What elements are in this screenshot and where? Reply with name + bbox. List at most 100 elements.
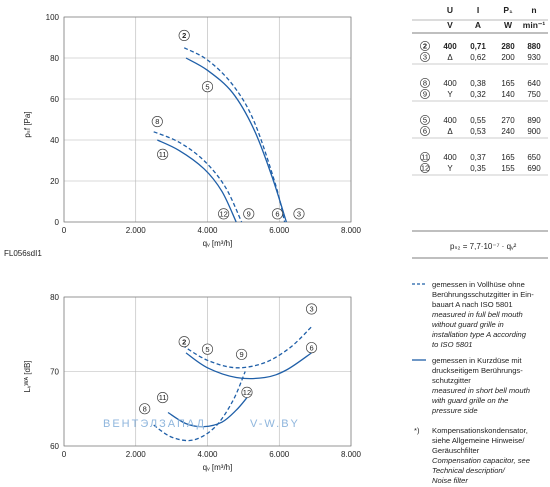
x-tick-label: 4.000 <box>197 450 218 459</box>
y-axis-label: Lᵥᵂᴬ [dB] <box>23 360 32 392</box>
svg-text:Δ: Δ <box>447 127 453 136</box>
svg-text:druckseitigem Berührungs-: druckseitigem Berührungs- <box>432 366 523 375</box>
table-header: n <box>531 5 536 15</box>
curve-marker-2: 2 <box>178 29 190 41</box>
legend-note: *) Kompensationskondensator,siehe Allgeme… <box>414 426 530 485</box>
table-unit: min⁻¹ <box>523 20 546 30</box>
svg-text:to ISO 5801: to ISO 5801 <box>432 340 473 349</box>
svg-text:installation type A according: installation type A according <box>432 330 527 339</box>
svg-text:930: 930 <box>527 53 541 62</box>
table-unit: W <box>504 20 513 30</box>
curve-marker-9: 9 <box>236 348 248 360</box>
svg-text:690: 690 <box>527 164 541 173</box>
svg-text:0,32: 0,32 <box>470 90 486 99</box>
sound-chart: 0 2.000 4.000 6.000 8.000 60 70 80 qᵥ [m³/h] Lᵥᵂᴬ… <box>23 293 362 472</box>
y-tick-label: 70 <box>50 368 59 377</box>
svg-text:640: 640 <box>527 79 541 88</box>
svg-text:240: 240 <box>501 127 515 136</box>
svg-text:11: 11 <box>421 152 429 161</box>
svg-text:siehe Allgemeine Hinweise/: siehe Allgemeine Hinweise/ <box>432 436 525 445</box>
svg-text:12: 12 <box>421 163 429 172</box>
svg-text:6: 6 <box>275 209 279 218</box>
svg-text:650: 650 <box>527 153 541 162</box>
series-line-8 <box>153 131 243 223</box>
svg-text:11: 11 <box>159 150 167 159</box>
svg-text:9: 9 <box>239 350 243 359</box>
curve-marker-6: 6 <box>271 208 284 220</box>
curve-marker-3: 3 <box>293 208 305 220</box>
svg-text:400: 400 <box>443 79 457 88</box>
x-tick-label: 2.000 <box>126 226 147 235</box>
table-row: 2 400 0,71 280 880 <box>420 41 541 51</box>
table-row: 9 Y 0,32 140 750 <box>420 89 541 99</box>
svg-text:270: 270 <box>501 116 515 125</box>
svg-text:pressure side: pressure side <box>431 406 478 415</box>
pressure-chart: 0 2.000 4.000 6.000 8.000 0 20 40 60 80 100 qᵥ [m³/… <box>23 13 362 248</box>
curve-marker-3: 3 <box>305 303 318 315</box>
x-tick-label: 8.000 <box>341 450 362 459</box>
svg-text:schutzgitter: schutzgitter <box>432 376 471 385</box>
legend: gemessen in Vollhüse ohneBerührungsschut… <box>412 280 534 485</box>
x-tick-label: 6.000 <box>269 450 290 459</box>
svg-text:0,62: 0,62 <box>470 53 486 62</box>
x-tick-label: 2.000 <box>126 450 147 459</box>
svg-text:Berührungsschutzgitter in Ein-: Berührungsschutzgitter in Ein- <box>432 290 534 299</box>
curve-marker-6: 6 <box>305 342 318 354</box>
svg-text:Technical description/: Technical description/ <box>432 466 506 475</box>
svg-text:without guard grille in: without guard grille in <box>432 320 504 329</box>
svg-text:8: 8 <box>423 78 427 87</box>
svg-text:2: 2 <box>182 337 186 346</box>
y-tick-label: 40 <box>50 136 59 145</box>
x-tick-label: 8.000 <box>341 226 362 235</box>
svg-text:9: 9 <box>423 89 427 98</box>
svg-text:*): *) <box>414 426 420 435</box>
svg-text:5: 5 <box>423 115 427 124</box>
table-unit: V <box>447 20 453 30</box>
plot-frame <box>63 296 352 447</box>
svg-text:9: 9 <box>247 209 251 218</box>
table-row: 8 400 0,38 165 640 <box>420 78 541 88</box>
table-row: 12 Y 0,35 155 690 <box>420 163 541 173</box>
svg-text:2: 2 <box>182 31 186 40</box>
curve-marker-12: 12 <box>218 208 230 220</box>
y-tick-label: 80 <box>50 293 59 302</box>
series-line-2-3 <box>182 326 312 369</box>
y-tick-label: 80 <box>50 54 59 63</box>
y-tick-label: 0 <box>55 218 60 227</box>
svg-text:2: 2 <box>423 41 427 50</box>
plot-frame <box>63 16 352 223</box>
svg-text:12: 12 <box>243 388 251 397</box>
svg-text:Y: Y <box>447 90 453 99</box>
svg-text:0,53: 0,53 <box>470 127 486 136</box>
svg-text:bauart A nach ISO 5801: bauart A nach ISO 5801 <box>432 300 513 309</box>
svg-text:measured in short bell mouth: measured in short bell mouth <box>432 386 530 395</box>
series-line-2 <box>183 47 286 223</box>
legend-dashed: gemessen in Vollhüse ohneBerührungsschut… <box>412 280 534 349</box>
x-tick-label: 4.000 <box>197 226 218 235</box>
curve-marker-12: 12 <box>241 386 253 398</box>
svg-text:Y: Y <box>447 164 453 173</box>
svg-text:5: 5 <box>205 82 209 91</box>
table-row: 6 Δ 0,53 240 900 <box>420 126 541 136</box>
svg-text:155: 155 <box>501 164 515 173</box>
curve-marker-11: 11 <box>157 148 169 160</box>
svg-text:140: 140 <box>501 90 515 99</box>
y-axis-label: pₛf [Pa] <box>23 111 32 137</box>
svg-text:6: 6 <box>423 126 427 135</box>
x-tick-label: 0 <box>62 226 67 235</box>
svg-text:8: 8 <box>143 404 147 413</box>
svg-text:Δ: Δ <box>447 53 453 62</box>
y-tick-label: 60 <box>50 95 59 104</box>
svg-text:0,38: 0,38 <box>470 79 486 88</box>
chart-code-label: FL056sdI1 <box>4 249 42 258</box>
svg-text:3: 3 <box>297 209 301 218</box>
svg-text:0,55: 0,55 <box>470 116 486 125</box>
svg-text:165: 165 <box>501 153 515 162</box>
svg-text:890: 890 <box>527 116 541 125</box>
svg-text:Kompensationskondensator,: Kompensationskondensator, <box>432 426 528 435</box>
svg-text:gemessen in Kurzdüse mit: gemessen in Kurzdüse mit <box>432 356 522 365</box>
y-tick-label: 60 <box>50 442 59 451</box>
series-line-11-12 <box>167 397 248 428</box>
